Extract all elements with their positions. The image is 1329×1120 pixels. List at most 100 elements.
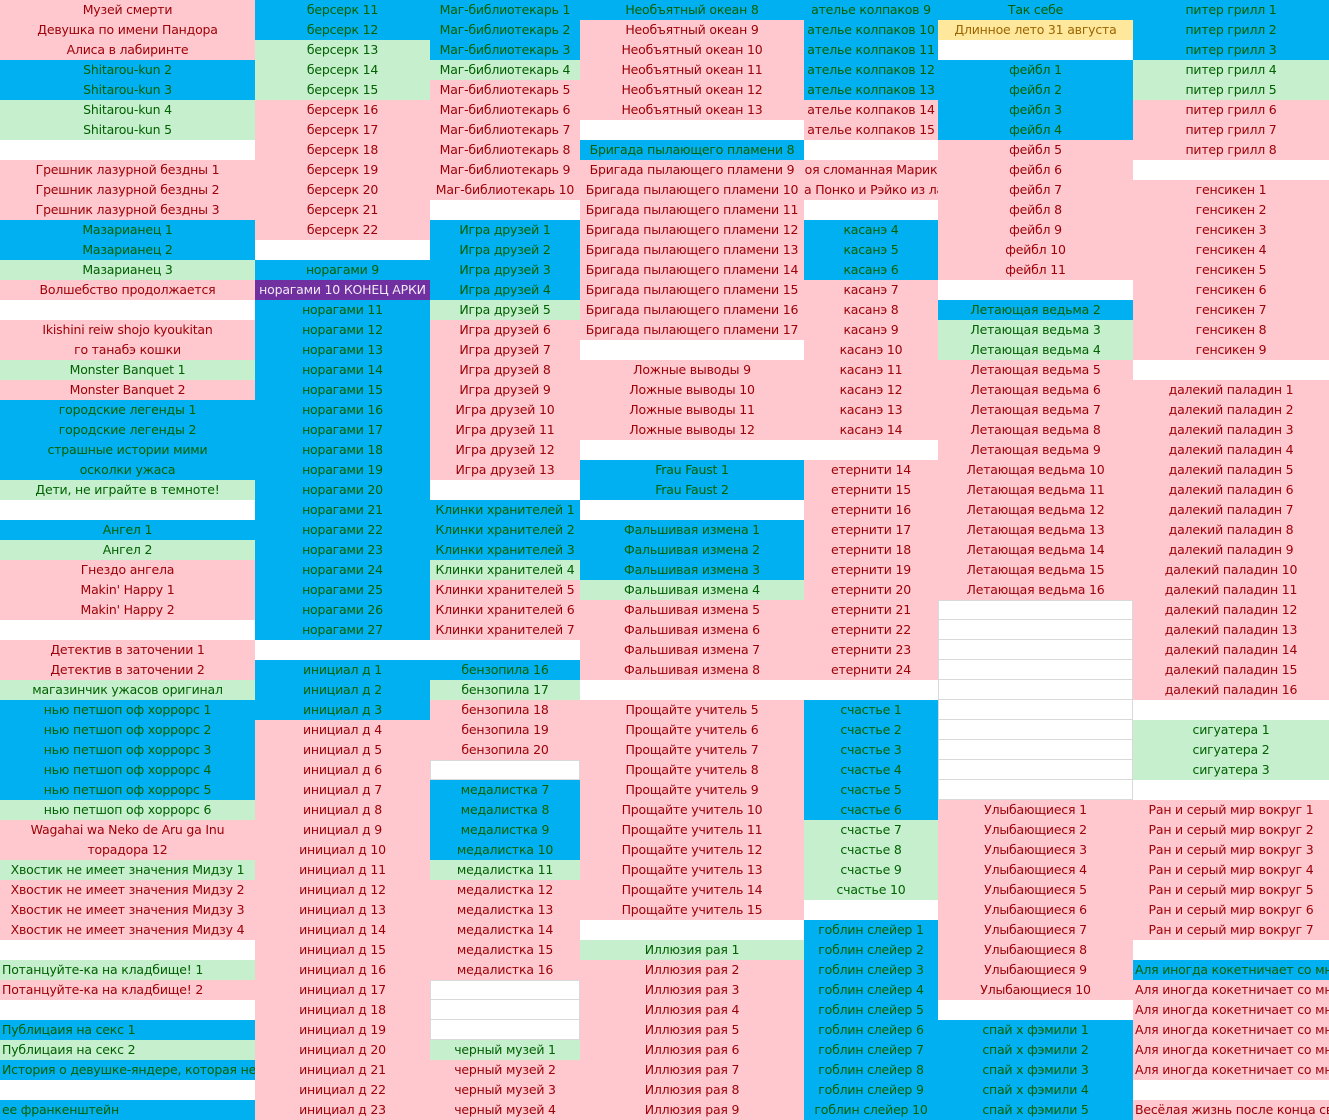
cell-g36[interactable] <box>1133 700 1329 720</box>
cell-f49[interactable]: Улыбающиеся 9 <box>938 960 1133 980</box>
cell-c47[interactable]: медалистка 14 <box>430 920 580 940</box>
cell-b12[interactable]: берсерк 22 <box>255 220 430 240</box>
cell-a30[interactable]: Makin' Happy 1 <box>0 580 255 600</box>
cell-b29[interactable]: норагами 24 <box>255 560 430 580</box>
cell-b53[interactable]: инициал д 20 <box>255 1040 430 1060</box>
cell-g16[interactable]: генсикен 7 <box>1133 300 1329 320</box>
cell-g42[interactable]: Ран и серый мир вокруг 2 <box>1133 820 1329 840</box>
cell-f23[interactable]: Летающая ведьма 9 <box>938 440 1133 460</box>
cell-g34[interactable]: далекий паладин 15 <box>1133 660 1329 680</box>
cell-b28[interactable]: норагами 23 <box>255 540 430 560</box>
cell-c35[interactable]: бензопила 17 <box>430 680 580 700</box>
cell-d20[interactable]: Ложные выводы 10 <box>580 380 804 400</box>
cell-b31[interactable]: норагами 26 <box>255 600 430 620</box>
cell-f2[interactable]: Длинное лето 31 августа <box>938 20 1133 40</box>
cell-e48[interactable]: гоблин слейер 2 <box>804 940 938 960</box>
cell-e15[interactable]: касанэ 7 <box>804 280 938 300</box>
cell-e21[interactable]: касанэ 13 <box>804 400 938 420</box>
cell-g1[interactable]: питер грилл 1 <box>1133 0 1329 20</box>
cell-a37[interactable]: нью петшоп оф хоррорс 2 <box>0 720 255 740</box>
cell-d44[interactable]: Прощайте учитель 13 <box>580 860 804 880</box>
cell-d29[interactable]: Фальшивая измена 3 <box>580 560 804 580</box>
cell-d43[interactable]: Прощайте учитель 12 <box>580 840 804 860</box>
cell-d25[interactable]: Frau Faust 2 <box>580 480 804 500</box>
cell-g53[interactable]: Аля иногда кокетничает со мн <box>1133 1040 1329 1060</box>
cell-a26[interactable] <box>0 500 255 520</box>
cell-g3[interactable]: питер грилл 3 <box>1133 40 1329 60</box>
cell-e56[interactable]: гоблин слейер 10 <box>804 1100 938 1120</box>
cell-d33[interactable]: Фальшивая измена 7 <box>580 640 804 660</box>
cell-c45[interactable]: медалистка 12 <box>430 880 580 900</box>
cell-f55[interactable]: спай х фэмили 4 <box>938 1080 1133 1100</box>
cell-d32[interactable]: Фальшивая измена 6 <box>580 620 804 640</box>
cell-f54[interactable]: спай х фэмили 3 <box>938 1060 1133 1080</box>
cell-a11[interactable]: Грешник лазурной бездны 3 <box>0 200 255 220</box>
cell-a5[interactable]: Shitarou-kun 3 <box>0 80 255 100</box>
cell-b8[interactable]: берсерк 18 <box>255 140 430 160</box>
cell-e20[interactable]: касанэ 12 <box>804 380 938 400</box>
cell-c8[interactable]: Маг-библиотекарь 8 <box>430 140 580 160</box>
cell-c51[interactable] <box>430 1000 580 1020</box>
cell-g10[interactable]: генсикен 1 <box>1133 180 1329 200</box>
cell-f10[interactable]: фейбл 7 <box>938 180 1133 200</box>
cell-e37[interactable]: счастье 2 <box>804 720 938 740</box>
cell-c56[interactable]: черный музей 4 <box>430 1100 580 1120</box>
cell-g25[interactable]: далекий паладин 6 <box>1133 480 1329 500</box>
cell-f53[interactable]: спай х фэмили 2 <box>938 1040 1133 1060</box>
cell-g32[interactable]: далекий паладин 13 <box>1133 620 1329 640</box>
cell-f37[interactable] <box>938 720 1133 740</box>
cell-d54[interactable]: Иллюзия рая 7 <box>580 1060 804 1080</box>
cell-a46[interactable]: Хвостик не имеет значения Мидзу 3 <box>0 900 255 920</box>
cell-b13[interactable] <box>255 240 430 260</box>
cell-a13[interactable]: Мазарианец 2 <box>0 240 255 260</box>
cell-g21[interactable]: далекий паладин 2 <box>1133 400 1329 420</box>
cell-b16[interactable]: норагами 11 <box>255 300 430 320</box>
cell-b25[interactable]: норагами 20 <box>255 480 430 500</box>
cell-b45[interactable]: инициал д 12 <box>255 880 430 900</box>
cell-e22[interactable]: касанэ 14 <box>804 420 938 440</box>
cell-g13[interactable]: генсикен 4 <box>1133 240 1329 260</box>
cell-d42[interactable]: Прощайте учитель 11 <box>580 820 804 840</box>
cell-f9[interactable]: фейбл 6 <box>938 160 1133 180</box>
cell-a50[interactable]: Потанцуйте-ка на кладбище! 2 <box>0 980 255 1000</box>
cell-d9[interactable]: Бригада пылающего пламени 9 <box>580 160 804 180</box>
cell-b15[interactable]: норагами 10 КОНЕЦ АРКИ <box>255 280 430 300</box>
cell-b9[interactable]: берсерк 19 <box>255 160 430 180</box>
cell-f15[interactable] <box>938 280 1133 300</box>
cell-d11[interactable]: Бригада пылающего пламени 11 <box>580 200 804 220</box>
cell-b30[interactable]: норагами 25 <box>255 580 430 600</box>
cell-c38[interactable]: бензопила 20 <box>430 740 580 760</box>
cell-f36[interactable] <box>938 700 1133 720</box>
cell-d14[interactable]: Бригада пылающего пламени 14 <box>580 260 804 280</box>
cell-f17[interactable]: Летающая ведьма 3 <box>938 320 1133 340</box>
cell-b18[interactable]: норагами 13 <box>255 340 430 360</box>
cell-a12[interactable]: Мазарианец 1 <box>0 220 255 240</box>
cell-e12[interactable]: касанэ 4 <box>804 220 938 240</box>
cell-g7[interactable]: питер грилл 7 <box>1133 120 1329 140</box>
cell-d13[interactable]: Бригада пылающего пламени 13 <box>580 240 804 260</box>
cell-d22[interactable]: Ложные выводы 12 <box>580 420 804 440</box>
cell-e11[interactable] <box>804 200 938 220</box>
cell-c44[interactable]: медалистка 11 <box>430 860 580 880</box>
cell-e3[interactable]: ателье колпаков 11 <box>804 40 938 60</box>
cell-e5[interactable]: ателье колпаков 13 <box>804 80 938 100</box>
cell-a43[interactable]: торадора 12 <box>0 840 255 860</box>
cell-d26[interactable] <box>580 500 804 520</box>
cell-g50[interactable]: Аля иногда кокетничает со мн <box>1133 980 1329 1000</box>
cell-d6[interactable]: Необъятный океан 13 <box>580 100 804 120</box>
cell-b5[interactable]: берсерк 15 <box>255 80 430 100</box>
cell-d49[interactable]: Иллюзия рая 2 <box>580 960 804 980</box>
cell-c27[interactable]: Клинки хранителей 2 <box>430 520 580 540</box>
cell-d7[interactable] <box>580 120 804 140</box>
cell-g4[interactable]: питер грилл 4 <box>1133 60 1329 80</box>
cell-b11[interactable]: берсерк 21 <box>255 200 430 220</box>
cell-e38[interactable]: счастье 3 <box>804 740 938 760</box>
cell-e6[interactable]: ателье колпаков 14 <box>804 100 938 120</box>
cell-d4[interactable]: Необъятный океан 11 <box>580 60 804 80</box>
cell-g54[interactable]: Аля иногда кокетничает со мн <box>1133 1060 1329 1080</box>
cell-a9[interactable]: Грешник лазурной бездны 1 <box>0 160 255 180</box>
cell-d12[interactable]: Бригада пылающего пламени 12 <box>580 220 804 240</box>
cell-g19[interactable] <box>1133 360 1329 380</box>
cell-a23[interactable]: страшные истории мими <box>0 440 255 460</box>
cell-b41[interactable]: инициал д 8 <box>255 800 430 820</box>
